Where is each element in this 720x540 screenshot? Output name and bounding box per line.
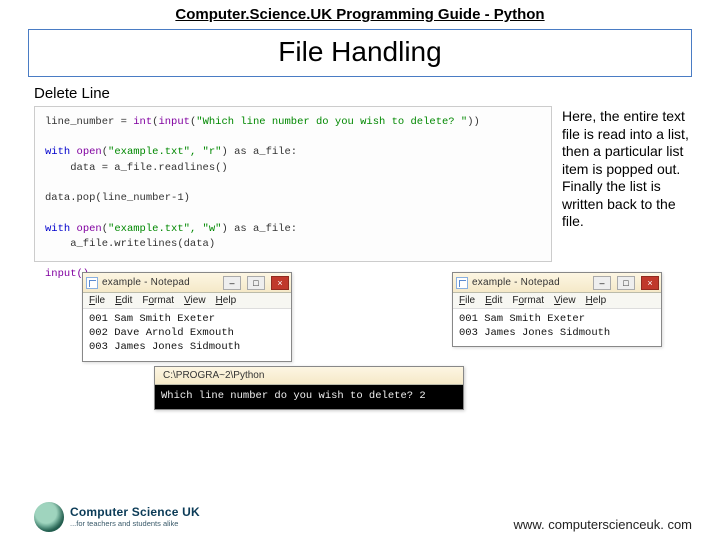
close-button[interactable]: × — [271, 276, 289, 290]
code-kw: with — [45, 223, 77, 235]
notepad-titlebar: example - Notepad – □ × — [83, 273, 291, 293]
code-text: ) as a_file: — [221, 146, 297, 158]
notepad-body: 001 Sam Smith Exeter 002 Dave Arnold Exm… — [83, 309, 291, 361]
logo-text: Computer Science UK ...for teachers and … — [70, 506, 200, 528]
code-block: line_number = int(input("Which line numb… — [34, 106, 552, 262]
file-line: 003 James Jones Sidmouth — [459, 326, 655, 340]
menu-format[interactable]: Format — [512, 295, 544, 306]
menu-view[interactable]: View — [184, 295, 206, 306]
menu-view[interactable]: View — [554, 295, 576, 306]
content-row: line_number = int(input("Which line numb… — [34, 106, 692, 262]
code-text: data = a_file.readlines() — [45, 162, 228, 174]
code-fn: input — [158, 116, 190, 128]
terminal-path: C:\PROGRA~2\Python — [159, 370, 459, 381]
menu-help[interactable]: Help — [586, 295, 607, 306]
notepad-icon — [86, 277, 98, 289]
notepad-title: example - Notepad — [472, 277, 589, 288]
code-text: line_number = — [45, 116, 133, 128]
terminal-titlebar: C:\PROGRA~2\Python — [155, 367, 463, 385]
menu-edit[interactable]: Edit — [485, 295, 502, 306]
notepad-before: example - Notepad – □ × File Edit Format… — [82, 272, 292, 362]
footer-url: www. computerscienceuk. com — [514, 517, 692, 532]
notepad-body: 001 Sam Smith Exeter 003 James Jones Sid… — [453, 309, 661, 346]
minimize-button[interactable]: – — [223, 276, 241, 290]
terminal-body: Which line number do you wish to delete?… — [155, 385, 463, 409]
footer: Computer Science UK ...for teachers and … — [0, 502, 720, 532]
code-text: a_file.writelines(data) — [45, 238, 215, 250]
code-text: ) as a_file: — [221, 223, 297, 235]
explanation-text: Here, the entire text file is read into … — [562, 106, 692, 262]
code-str: "Which line number do you wish to delete… — [196, 116, 467, 128]
globe-icon — [34, 502, 64, 532]
menu-file[interactable]: File — [459, 295, 475, 306]
file-line: 001 Sam Smith Exeter — [459, 312, 655, 326]
page-header: Computer.Science.UK Programming Guide - … — [0, 0, 720, 27]
notepad-titlebar: example - Notepad – □ × — [453, 273, 661, 293]
code-kw: with — [45, 146, 77, 158]
code-fn: int — [133, 116, 152, 128]
code-str: "example.txt", "r" — [108, 146, 221, 158]
code-fn: open — [77, 146, 102, 158]
menu-edit[interactable]: Edit — [115, 295, 132, 306]
notepad-title: example - Notepad — [102, 277, 219, 288]
close-button[interactable]: × — [641, 276, 659, 290]
code-text: data.pop(line_number-1) — [45, 192, 190, 204]
code-fn: open — [77, 223, 102, 235]
menu-help[interactable]: Help — [216, 295, 237, 306]
notepad-menubar: File Edit Format View Help — [83, 293, 291, 309]
notepad-after: example - Notepad – □ × File Edit Format… — [452, 272, 662, 347]
section-label: Delete Line — [34, 85, 720, 102]
logo: Computer Science UK ...for teachers and … — [34, 502, 200, 532]
menu-format[interactable]: Format — [142, 295, 174, 306]
notepad-icon — [456, 277, 468, 289]
logo-small: ...for teachers and students alike — [70, 520, 200, 529]
file-line: 002 Dave Arnold Exmouth — [89, 326, 285, 340]
file-line: 003 James Jones Sidmouth — [89, 340, 285, 354]
minimize-button[interactable]: – — [593, 276, 611, 290]
file-line: 001 Sam Smith Exeter — [89, 312, 285, 326]
lower-region: example - Notepad – □ × File Edit Format… — [34, 272, 692, 452]
menu-file[interactable]: File — [89, 295, 105, 306]
maximize-button[interactable]: □ — [617, 276, 635, 290]
notepad-menubar: File Edit Format View Help — [453, 293, 661, 309]
code-str: "example.txt", "w" — [108, 223, 221, 235]
code-text: )) — [467, 116, 480, 128]
maximize-button[interactable]: □ — [247, 276, 265, 290]
logo-big: Computer Science UK — [70, 506, 200, 520]
page-title: File Handling — [28, 29, 692, 77]
terminal-window: C:\PROGRA~2\Python Which line number do … — [154, 366, 464, 410]
